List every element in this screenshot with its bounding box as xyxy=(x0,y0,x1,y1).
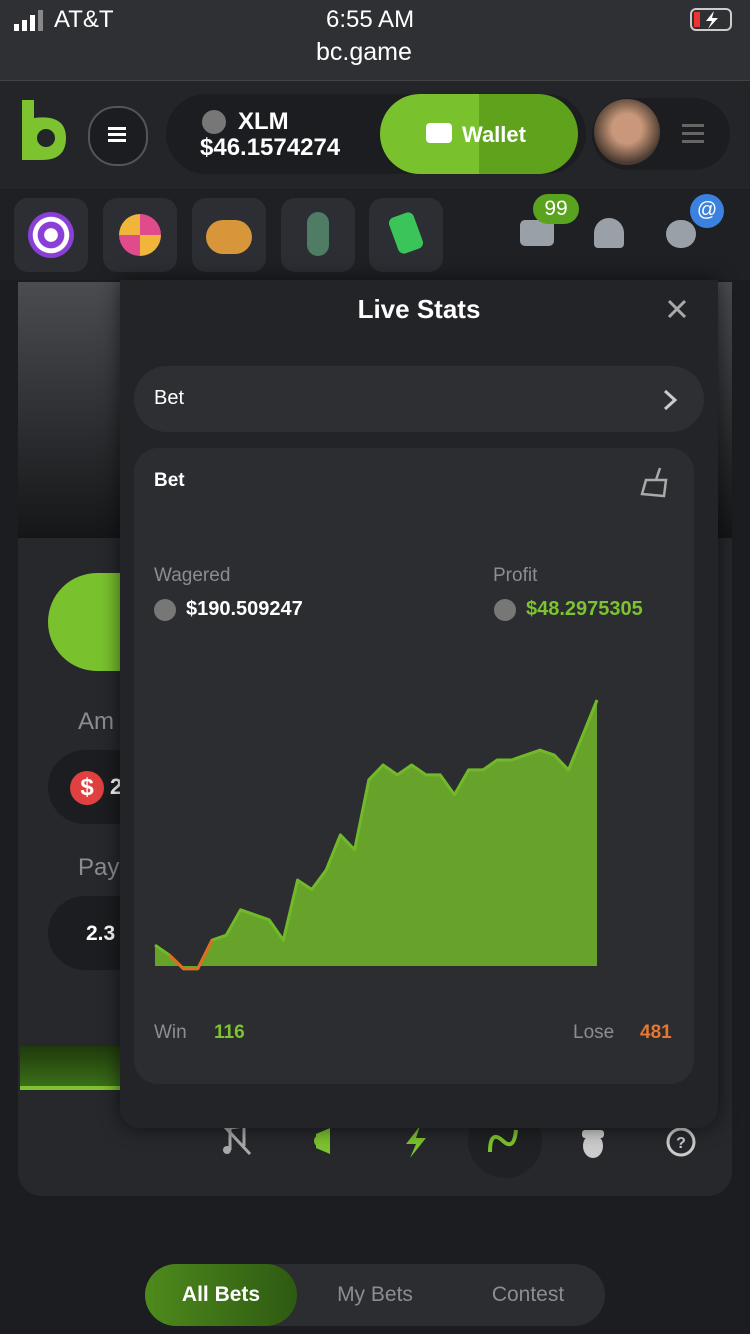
modal-title: Live Stats xyxy=(357,294,481,324)
avatar[interactable] xyxy=(594,99,660,165)
win-count: 116 xyxy=(214,1022,245,1043)
profit-chart xyxy=(154,699,599,971)
wheel-icon[interactable] xyxy=(103,198,177,272)
payout-value: 2.3 xyxy=(86,922,116,945)
wagered-label: Wagered xyxy=(154,565,231,586)
close-button[interactable] xyxy=(666,298,688,320)
carrier: AT&T xyxy=(54,6,114,33)
lose-label: Lose xyxy=(573,1022,615,1043)
clock: 6:55 AM xyxy=(326,6,415,33)
selector-arrow xyxy=(663,389,678,411)
xlm-icon xyxy=(202,110,226,134)
profit-value: $48.2975305 xyxy=(526,598,643,620)
profit-area xyxy=(155,700,597,969)
currency: XLM xyxy=(238,108,289,135)
menu-icon xyxy=(108,127,126,130)
game-history xyxy=(20,1046,130,1090)
menu-button[interactable] xyxy=(88,106,148,166)
piggy-icon[interactable] xyxy=(192,198,266,272)
tab-contest[interactable]: Contest xyxy=(491,1283,565,1306)
selector-label: Bet xyxy=(154,387,185,409)
tag-icon[interactable] xyxy=(369,198,443,272)
amount-symbol: $ xyxy=(70,771,104,805)
chat-icon[interactable] xyxy=(666,220,696,248)
clear-button[interactable] xyxy=(638,464,674,500)
tab-all-bets[interactable]: All Bets xyxy=(145,1264,297,1326)
amount-label: Am xyxy=(78,708,114,735)
profit-label: Profit xyxy=(493,565,538,586)
svg-text:?: ? xyxy=(676,1135,686,1152)
balance: $46.1574274 xyxy=(200,134,341,161)
wagered-value: $190.509247 xyxy=(186,598,303,620)
wallet-icon xyxy=(426,123,452,143)
profit-coin xyxy=(494,599,516,621)
toolbar-icons: ? xyxy=(222,1124,696,1158)
rocket-icon[interactable] xyxy=(281,198,355,272)
status-bar xyxy=(0,0,750,81)
card-title: Bet xyxy=(154,470,185,491)
logo[interactable] xyxy=(18,96,70,162)
battery-icon xyxy=(690,8,732,31)
lose-count: 481 xyxy=(640,1022,672,1043)
loss-segment xyxy=(196,939,214,970)
target-icon[interactable] xyxy=(14,198,88,272)
wallet-button[interactable] xyxy=(380,94,578,174)
wallet-label: Wallet xyxy=(462,122,526,147)
profile-menu-icon xyxy=(682,124,704,127)
win-label: Win xyxy=(154,1022,187,1043)
tab-my-bets[interactable]: My Bets xyxy=(337,1283,413,1306)
profit-line xyxy=(154,699,599,971)
url[interactable]: bc.game xyxy=(316,38,412,66)
mail-badge: 99 xyxy=(533,194,579,224)
stat-selector[interactable] xyxy=(134,366,704,432)
wagered-coin xyxy=(154,599,176,621)
signal-icon xyxy=(14,10,43,31)
bell-icon[interactable] xyxy=(594,218,624,248)
chat-badge: @ xyxy=(690,194,724,228)
loss-segment xyxy=(168,953,185,970)
mail-icon[interactable] xyxy=(520,220,554,246)
payout-label: Pay xyxy=(78,854,120,881)
amount-value: 2 xyxy=(110,774,123,799)
